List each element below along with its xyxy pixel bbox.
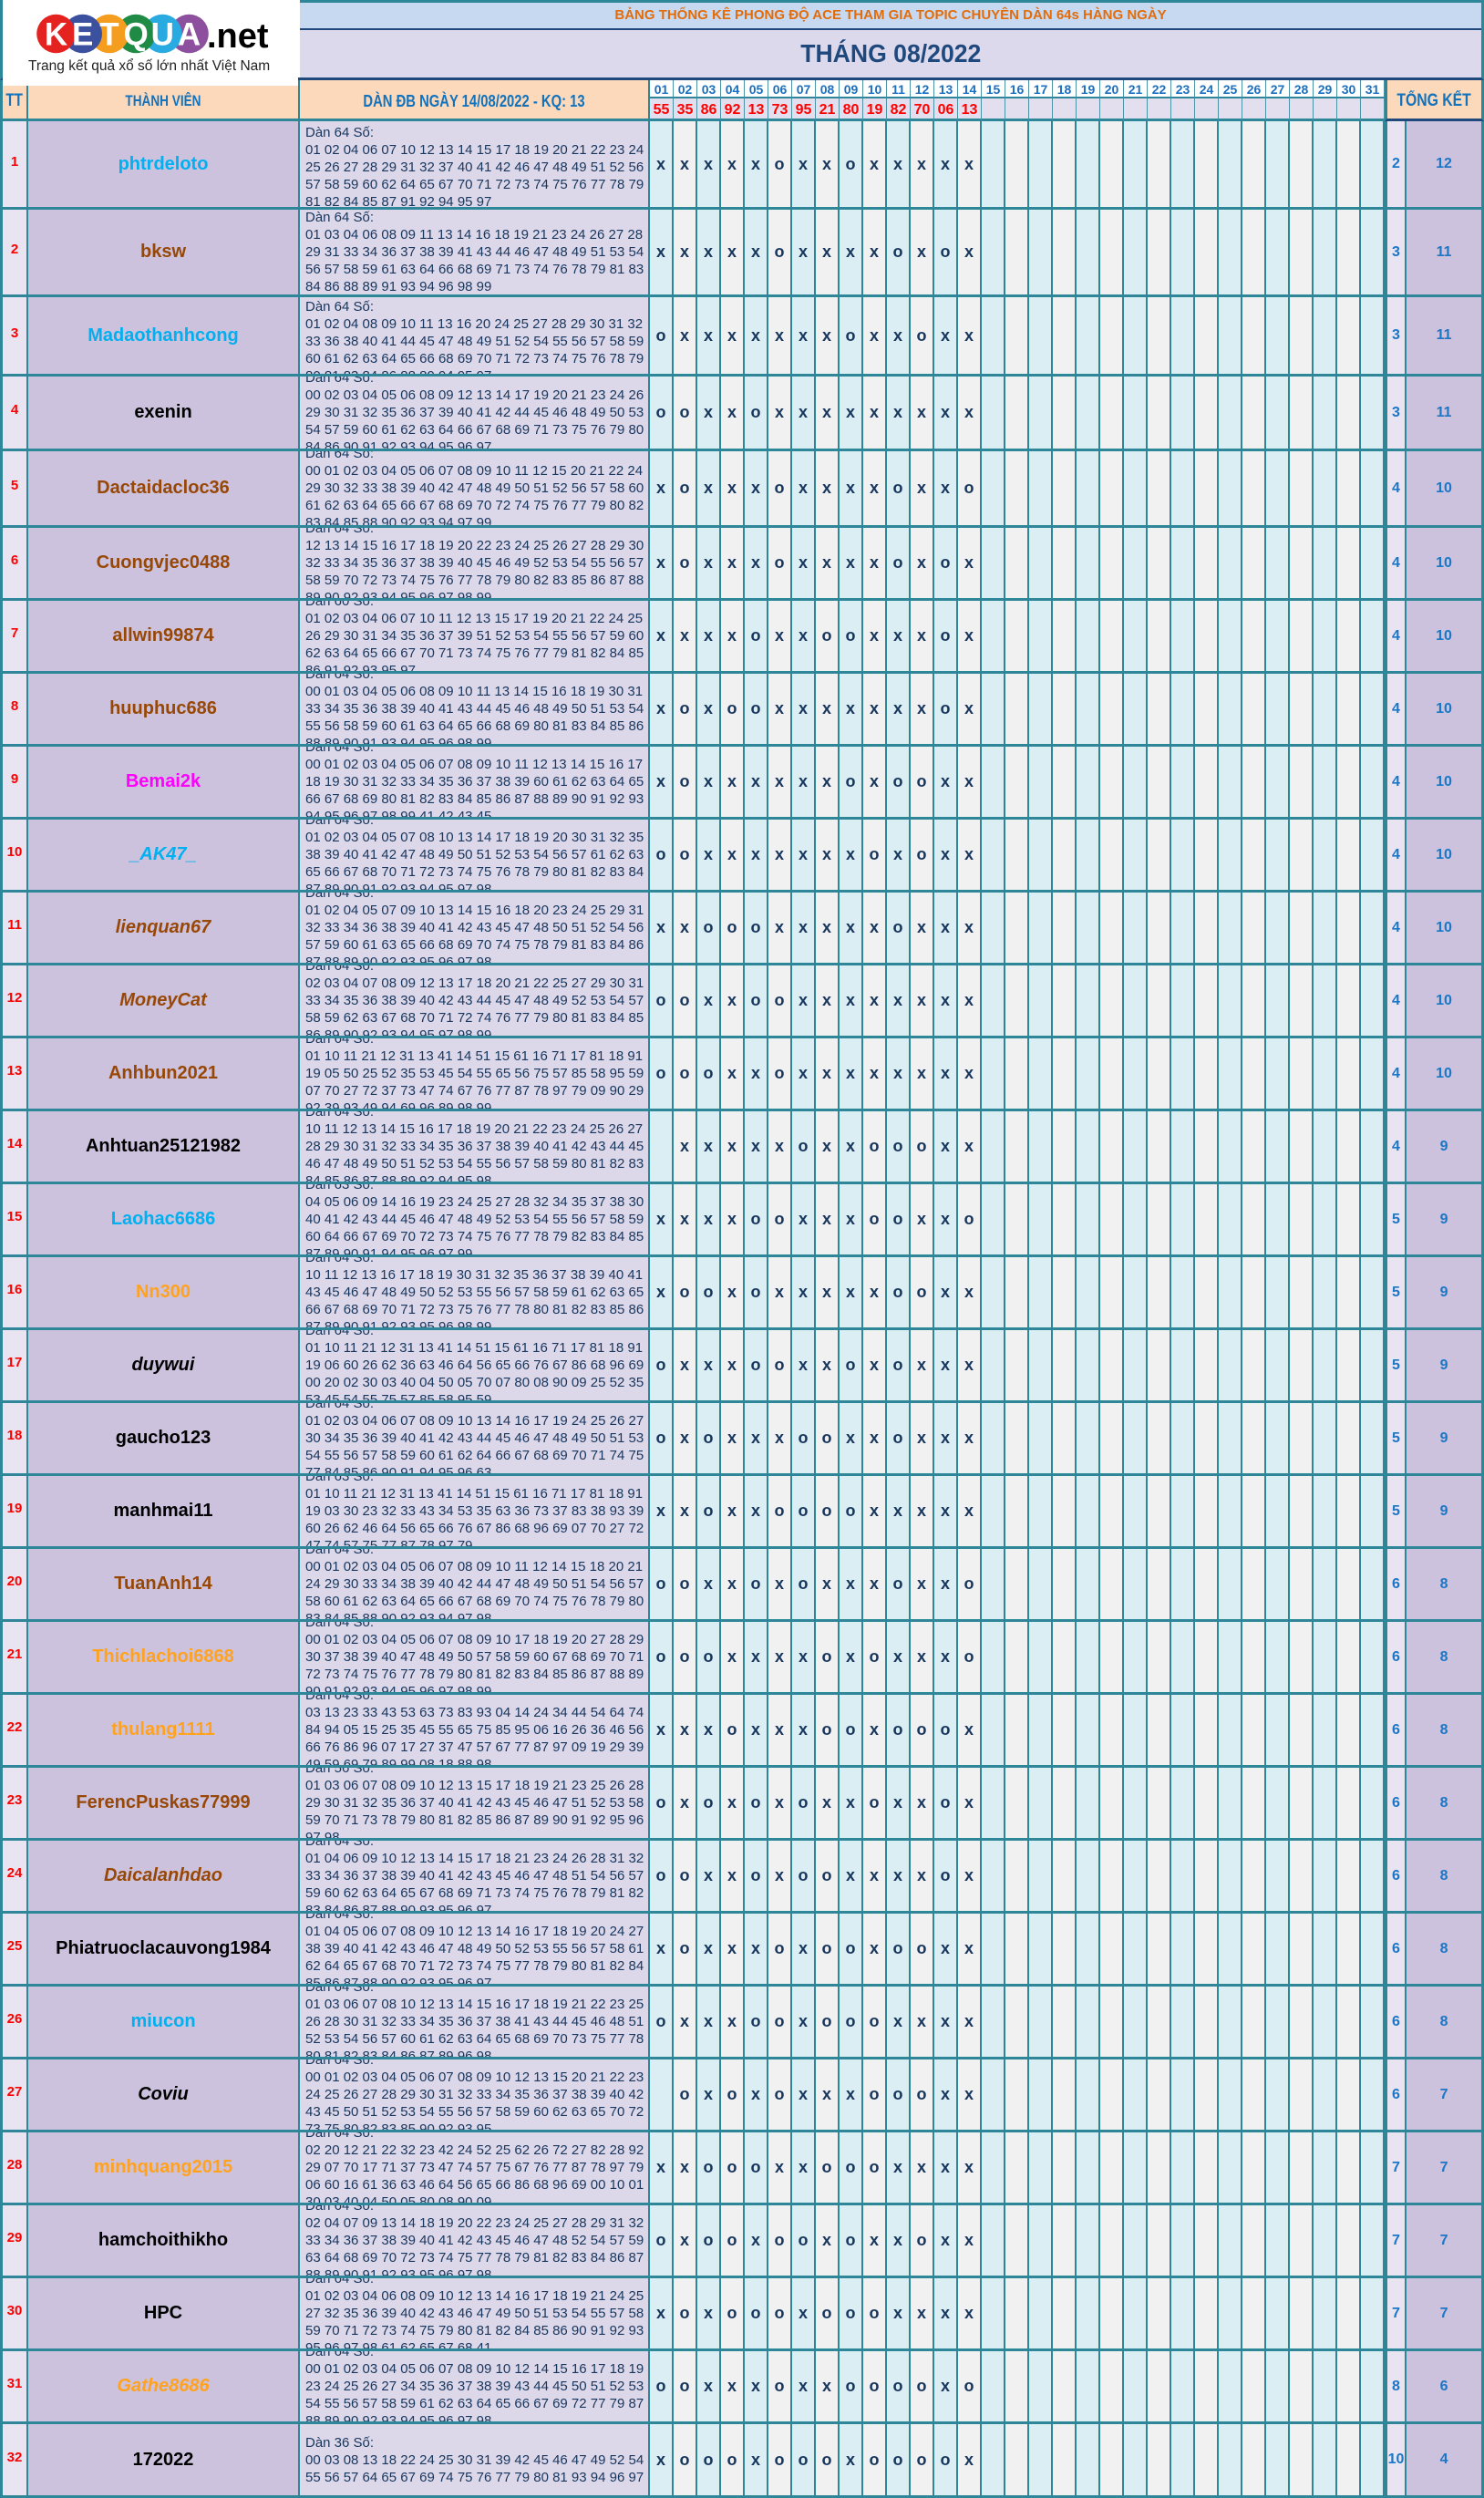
svg-text:E: E [72,17,93,53]
svg-text:Trang kết quả xổ số lớn nhất V: Trang kết quả xổ số lớn nhất Việt Nam [28,58,270,74]
svg-text:T: T [99,17,119,53]
svg-text:A: A [178,17,201,53]
svg-text:K: K [45,17,67,53]
svg-text:U: U [151,17,174,53]
svg-text:Q: Q [123,17,148,53]
svg-text:.net: .net [207,17,269,56]
